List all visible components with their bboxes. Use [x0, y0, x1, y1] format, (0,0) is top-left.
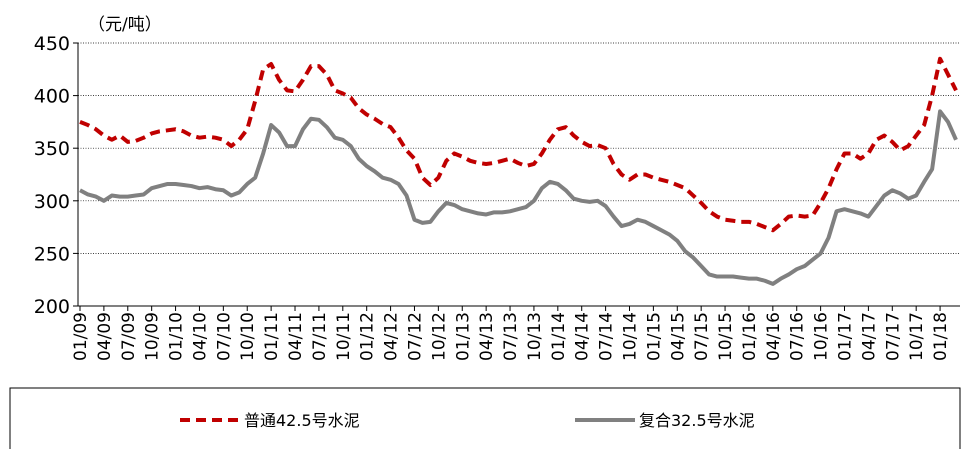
x-tick-label: 10/10 — [238, 312, 258, 361]
x-tick-label: 10/12 — [429, 312, 449, 361]
x-tick-label: 07/17 — [883, 312, 903, 361]
x-tick-label: 10/09 — [143, 312, 163, 361]
x-tick-label: 04/15 — [668, 312, 688, 361]
legend-label: 普通42.5号水泥 — [244, 411, 360, 430]
x-tick-label: 04/09 — [95, 312, 115, 361]
x-tick-label: 10/13 — [525, 312, 545, 361]
legend-label: 复合32.5号水泥 — [639, 411, 755, 430]
x-tick-label: 01/14 — [549, 312, 569, 361]
y-tick-label: 250 — [34, 243, 70, 265]
x-tick-label: 10/15 — [716, 312, 736, 361]
x-tick-label: 07/15 — [692, 312, 712, 361]
x-tick-label: 07/11 — [310, 312, 330, 361]
x-tick-label: 07/12 — [405, 312, 425, 361]
y-tick-label: 200 — [34, 296, 70, 318]
x-tick-label: 04/17 — [859, 312, 879, 361]
y-tick-label: 400 — [34, 86, 70, 108]
x-tick-label: 01/11 — [262, 312, 282, 361]
x-tick-label: 01/13 — [453, 312, 473, 361]
line-series — [79, 109, 958, 286]
x-tick-label: 07/10 — [214, 312, 234, 361]
x-tick-label: 04/11 — [286, 312, 306, 361]
y-tick-label: 350 — [34, 138, 70, 160]
y-tick-label: 450 — [34, 33, 70, 55]
x-tick-label: 01/10 — [167, 312, 187, 361]
y-tick-label: 300 — [34, 191, 70, 213]
y-axis-label: （元/吨） — [88, 15, 162, 35]
legend-box — [9, 387, 961, 449]
x-tick-label: 01/15 — [644, 312, 664, 361]
line-series — [79, 56, 958, 233]
x-tick-label: 10/17 — [907, 312, 927, 361]
x-tick-label: 04/16 — [764, 312, 784, 361]
x-tick-label: 07/09 — [119, 312, 139, 361]
x-tick-label: 04/12 — [382, 312, 402, 361]
x-tick-label: 07/14 — [597, 312, 617, 361]
x-tick-label: 04/13 — [477, 312, 497, 361]
x-tick-label: 01/17 — [836, 312, 856, 361]
x-tick-label: 04/10 — [190, 312, 210, 361]
x-tick-label: 04/14 — [573, 312, 593, 361]
x-tick-label: 10/11 — [334, 312, 354, 361]
x-tick-label: 07/16 — [788, 312, 808, 361]
x-tick-label: 01/09 — [71, 312, 91, 361]
x-tick-label: 01/12 — [358, 312, 378, 361]
x-tick-label: 01/18 — [931, 312, 951, 361]
x-tick-label: 10/14 — [620, 312, 640, 361]
x-tick-label: 01/16 — [740, 312, 760, 361]
x-tick-label: 10/16 — [812, 312, 832, 361]
x-tick-label: 07/13 — [501, 312, 521, 361]
